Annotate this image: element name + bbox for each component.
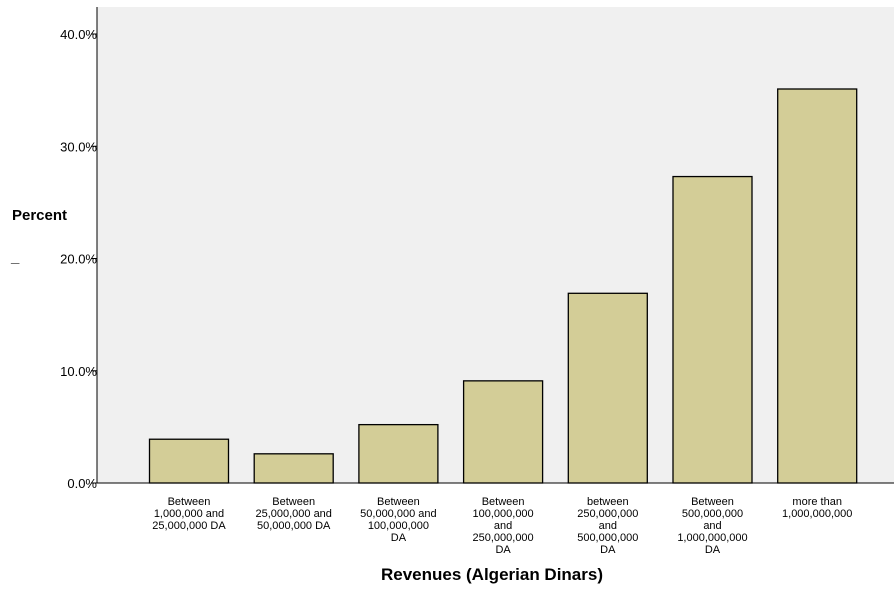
x-tick-label: Between 25,000,000 and 50,000,000 DA — [255, 496, 331, 532]
y-axis-title: Percent — [12, 207, 67, 224]
bars — [148, 88, 858, 484]
x-tick-label: Between 50,000,000 and 100,000,000 DA — [360, 496, 436, 544]
bar — [148, 438, 230, 484]
x-tick-label: Between 100,000,000 and 250,000,000 DA — [473, 496, 534, 556]
x-tick-label: Between 500,000,000 and 1,000,000,000 DA — [677, 496, 747, 556]
x-axis-title: Revenues (Algerian Dinars) — [381, 565, 603, 584]
y-tick-label: 10.0% — [60, 364, 97, 379]
y-tick-label: 40.0% — [60, 27, 97, 42]
bar — [777, 88, 858, 484]
x-axis-category-labels: Between 1,000,000 and 25,000,000 DA Between… — [152, 496, 852, 556]
bar — [672, 175, 753, 484]
y-tick-label: 0.0% — [67, 476, 97, 491]
y-tick-label: 30.0% — [60, 139, 97, 154]
x-tick-label: between 250,000,000 and 500,000,000 DA — [577, 496, 638, 556]
bar — [358, 423, 439, 484]
bar — [567, 292, 648, 484]
y-tick-label: 20.0% — [60, 252, 97, 267]
x-tick-label: Between 1,000,000 and 25,000,000 DA — [152, 496, 226, 532]
y-axis-ticks: 0.0% 10.0% 20.0% 30.0% 40.0% — [60, 27, 97, 491]
y-axis-title-mark: _ — [10, 249, 20, 266]
bar — [462, 380, 544, 484]
x-tick-label: more than 1,000,000,000 — [782, 496, 852, 520]
bar — [253, 453, 334, 484]
